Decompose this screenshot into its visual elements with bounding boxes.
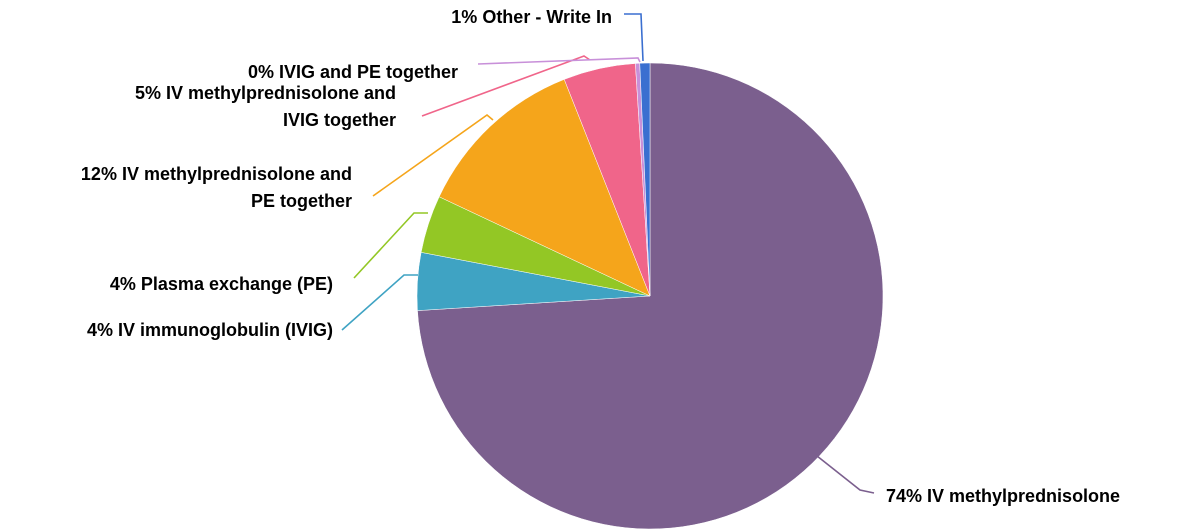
data-label-iv-methylprednisolone: 74% IV methylprednisolone — [886, 486, 1120, 506]
data-label-ivig-and-pe-together: 0% IVIG and PE together — [248, 62, 458, 82]
leader-line-iv-methylprednisolone — [811, 451, 875, 494]
data-label-line: 74% IV methylprednisolone — [886, 486, 1120, 506]
data-label-line: 12% IV methylprednisolone and — [81, 164, 352, 184]
pie-slices — [416, 62, 884, 529]
data-label-iv-methylprednisolone-and-ivig-together: 5% IV methylprednisolone and IVIG togethe… — [135, 83, 396, 130]
data-label-iv-immunoglobulin-ivig: 4% IV immunoglobulin (IVIG) — [87, 320, 333, 340]
leader-line-other-write-in — [624, 13, 644, 62]
leader-lines — [341, 13, 875, 494]
data-label-line: 4% IV immunoglobulin (IVIG) — [87, 320, 333, 340]
data-label-line: 5% IV methylprednisolone and — [135, 83, 396, 103]
data-label-line: IVIG together — [283, 110, 396, 130]
leader-line-iv-methylprednisolone-and-ivig-together — [421, 55, 591, 117]
data-label-iv-methylprednisolone-and-pe-together: 12% IV methylprednisolone and PE together — [81, 164, 352, 211]
pie-slice-other-write-in — [639, 62, 651, 297]
data-label-line: 1% Other - Write In — [451, 7, 612, 27]
leader-line-ivig-and-pe-together — [477, 57, 641, 65]
leader-line-iv-immunoglobulin-ivig — [341, 274, 418, 331]
data-label-line: PE together — [251, 191, 352, 211]
data-labels: 74% IV methylprednisolone 4% IV immunoglo… — [81, 7, 1120, 506]
data-label-line: 4% Plasma exchange (PE) — [110, 274, 333, 294]
data-label-line: 0% IVIG and PE together — [248, 62, 458, 82]
pie-slice-iv-methylprednisolone-and-pe-together — [438, 79, 651, 297]
leader-line-iv-methylprednisolone-and-pe-together — [372, 113, 494, 197]
data-label-plasma-exchange-pe: 4% Plasma exchange (PE) — [110, 274, 333, 294]
leader-line-plasma-exchange-pe — [353, 212, 428, 279]
data-label-other-write-in: 1% Other - Write In — [451, 7, 612, 27]
